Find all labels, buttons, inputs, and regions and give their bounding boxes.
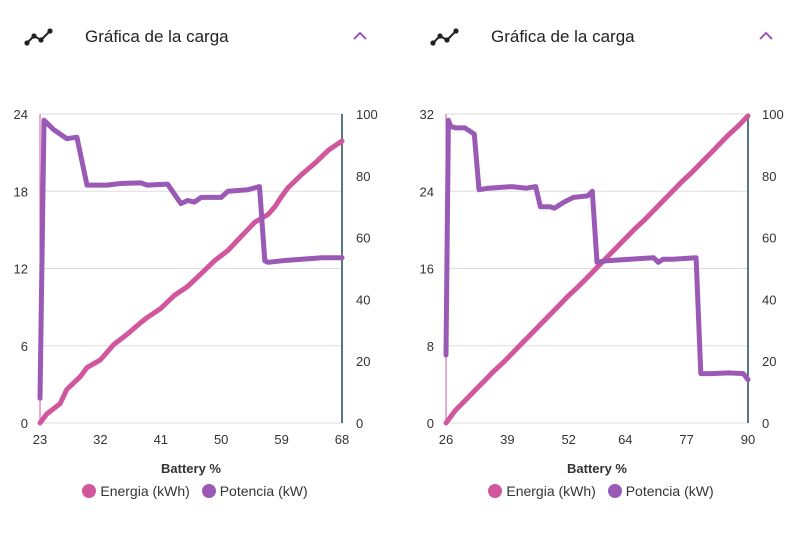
- y-left-tick-label: 18: [14, 184, 28, 199]
- legend-label: Energia (kWh): [506, 483, 596, 499]
- y-right-tick-label: 0: [762, 416, 769, 431]
- x-axis-label: Battery %: [161, 461, 221, 476]
- y-right-tick-label: 40: [762, 292, 776, 307]
- legend-item-energy[interactable]: Energia (kWh): [82, 483, 190, 499]
- legend-label: Energia (kWh): [100, 483, 190, 499]
- legend-item-power[interactable]: Potencia (kW): [607, 483, 714, 499]
- y-left-tick-label: 0: [21, 416, 28, 431]
- y-right-tick-label: 0: [356, 416, 363, 431]
- y-left-tick-label: 12: [14, 262, 28, 277]
- y-left-tick-label: 8: [427, 339, 434, 354]
- legend-label: Potencia (kW): [219, 483, 308, 499]
- legend-item-energy[interactable]: Energia (kWh): [488, 483, 596, 499]
- x-tick-label: 77: [679, 432, 693, 447]
- chart-legend: Energia (kWh) Potencia (kW): [406, 483, 796, 501]
- x-tick-label: 26: [439, 432, 453, 447]
- y-left-tick-label: 24: [14, 107, 28, 122]
- y-right-tick-label: 80: [762, 169, 776, 184]
- charge-chart-panel-right: Gráfica de la carga 0 8 16 24 32 0 20 40 60 80 100…: [406, 0, 800, 533]
- legend-item-power[interactable]: Potencia (kW): [201, 483, 308, 499]
- charge-chart: 0 6 12 18 24 0 20 40 60 80 100 23 32 41 50 59 68 Battery …: [14, 107, 378, 476]
- y-left-tick-label: 0: [427, 416, 434, 431]
- y-right-tick-label: 60: [762, 231, 776, 246]
- x-tick-label: 52: [561, 432, 575, 447]
- legend-swatch-energy: [82, 484, 97, 498]
- collapse-button[interactable]: [754, 24, 778, 48]
- y-left-tick-label: 24: [420, 184, 434, 199]
- legend-swatch-power: [201, 484, 216, 498]
- x-tick-label: 32: [93, 432, 107, 447]
- legend-label: Potencia (kW): [625, 483, 714, 499]
- legend-swatch-energy: [488, 484, 503, 498]
- charge-chart-panel-left: Gráfica de la carga 0 6 12 18 24 0 20 40 60 80 100…: [0, 18, 390, 501]
- x-tick-label: 50: [214, 432, 228, 447]
- y-right-tick-label: 40: [356, 292, 370, 307]
- series-line-energy: [443, 113, 751, 426]
- legend-swatch-power: [607, 484, 622, 498]
- y-left-tick-label: 16: [420, 262, 434, 277]
- x-tick-label: 59: [274, 432, 288, 447]
- charge-chart: 0 8 16 24 32 0 20 40 60 80 100 26 39 52 64 77 90 Battery …: [420, 107, 784, 476]
- y-right-tick-label: 60: [356, 231, 370, 246]
- chevron-up-icon: [759, 31, 773, 40]
- series-line-energy: [37, 138, 345, 426]
- y-right-tick-label: 20: [762, 354, 776, 369]
- panel-title: Gráfica de la carga: [491, 27, 635, 46]
- y-right-tick-label: 100: [356, 107, 378, 122]
- series-line-power: [37, 117, 345, 401]
- x-tick-label: 23: [33, 432, 47, 447]
- series-line-power: [443, 117, 751, 383]
- x-tick-label: 90: [741, 432, 755, 447]
- chevron-up-icon: [353, 31, 367, 40]
- panel-header: Gráfica de la carga: [406, 18, 796, 58]
- y-right-tick-label: 100: [762, 107, 784, 122]
- collapse-button[interactable]: [348, 24, 372, 48]
- x-tick-label: 41: [154, 432, 168, 447]
- panel-title: Gráfica de la carga: [85, 27, 229, 46]
- chart-legend: Energia (kWh) Potencia (kW): [0, 483, 390, 501]
- line-chart-icon: [430, 28, 459, 46]
- line-chart-icon: [24, 28, 53, 46]
- x-axis-label: Battery %: [567, 461, 627, 476]
- panel-header: Gráfica de la carga: [0, 18, 390, 58]
- y-right-tick-label: 20: [356, 354, 370, 369]
- y-right-tick-label: 80: [356, 169, 370, 184]
- x-tick-label: 64: [618, 432, 632, 447]
- x-tick-label: 68: [335, 432, 349, 447]
- y-left-tick-label: 6: [21, 339, 28, 354]
- y-left-tick-label: 32: [420, 107, 434, 122]
- x-tick-label: 39: [500, 432, 514, 447]
